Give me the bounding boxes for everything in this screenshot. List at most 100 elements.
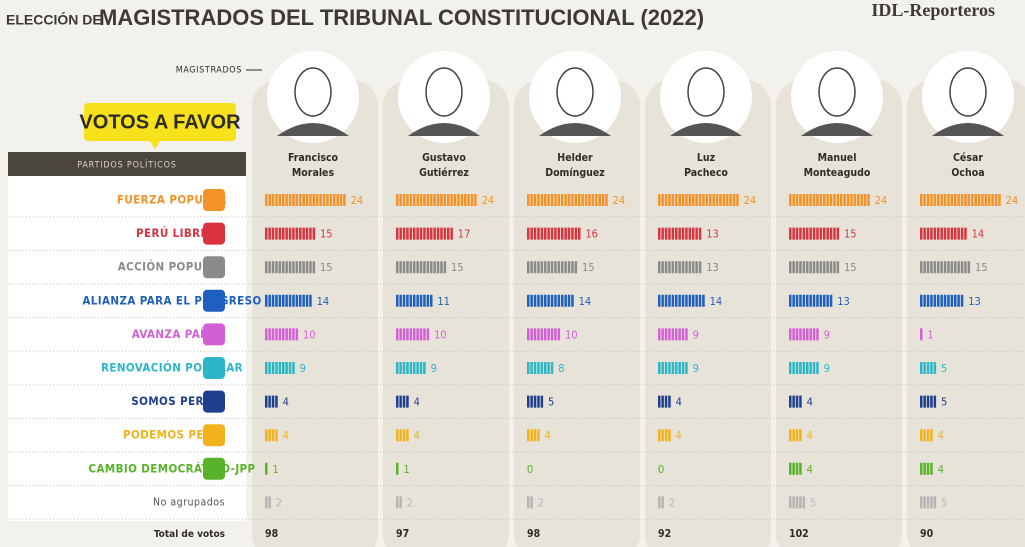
- vote-label: 14: [972, 228, 985, 241]
- portrait: [791, 51, 883, 143]
- vote-label: 9: [824, 328, 830, 341]
- vote-label: 2: [407, 496, 413, 509]
- magistrates-label: MAGISTRADOS: [176, 66, 242, 76]
- vote-label: 4: [938, 429, 944, 442]
- party-name: PODEMOS PERÚ: [123, 427, 221, 442]
- vote-label: 24: [875, 194, 888, 207]
- vote-label: 15: [975, 261, 988, 274]
- vote-label: 4: [414, 429, 420, 442]
- portrait-body: [670, 123, 742, 136]
- vote-label: 4: [283, 396, 289, 409]
- total-value: 90: [920, 528, 934, 540]
- magistrate-name: Gutiérrez: [419, 167, 469, 179]
- party-logo: [203, 424, 225, 447]
- magistrate-card: [776, 80, 902, 547]
- vote-label: 5: [810, 496, 816, 509]
- vote-label: 13: [706, 261, 719, 274]
- vote-label: 4: [414, 396, 420, 409]
- party-name: ACCIÓN POPULAR: [118, 259, 227, 274]
- portrait-face: [556, 67, 594, 117]
- portrait: [267, 51, 359, 143]
- vote-label: 10: [434, 328, 447, 341]
- party-logo: [203, 222, 225, 245]
- magistrate-name: Domínguez: [545, 167, 605, 179]
- party-name: SOMOS PERÚ: [131, 393, 212, 408]
- vote-label: 4: [676, 429, 682, 442]
- badge: VOTOS A FAVOR: [79, 111, 241, 133]
- title: MAGISTRADOS DEL TRIBUNAL CONSTITUCIONAL …: [99, 5, 704, 30]
- portrait-face: [949, 67, 987, 117]
- party-logo: [203, 357, 225, 379]
- badge-bg: [84, 103, 236, 141]
- portrait-face: [687, 67, 725, 117]
- total-value: 92: [658, 528, 671, 540]
- vote-label: 17: [458, 228, 471, 241]
- title-prefix: ELECCIÓN DE: [6, 11, 102, 28]
- vote-label: 8: [558, 362, 564, 375]
- portrait-face: [425, 67, 463, 117]
- magistrate-name: Ochoa: [951, 167, 984, 179]
- vote-label: 0: [658, 463, 664, 476]
- magistrate-name: Monteagudo: [804, 167, 871, 179]
- party-logo: [203, 390, 225, 413]
- magistrate-name: Manuel: [818, 152, 857, 164]
- magistrate-card: [252, 80, 378, 547]
- vote-label: 5: [941, 362, 947, 375]
- vote-label: 1: [403, 463, 409, 476]
- vote-label: 9: [693, 362, 699, 375]
- magistrate-name: Pacheco: [684, 167, 728, 179]
- magistrate-card: [514, 80, 640, 547]
- party-name: ALIANZA PARA EL PROGRESO: [82, 293, 261, 307]
- magistrate-name: César: [953, 152, 983, 164]
- party-name: CAMBIO DEMOCRÁTICO-JPP: [88, 460, 255, 475]
- magistrate-name: Luz: [697, 152, 716, 164]
- vote-label: 9: [824, 362, 830, 375]
- vote-label: 16: [585, 228, 598, 241]
- magistrate-name: Francisco: [288, 152, 339, 164]
- vote-label: 10: [303, 328, 316, 341]
- vote-label: 15: [320, 261, 333, 274]
- party-name: PERÚ LIBRE: [136, 225, 208, 240]
- portrait-body: [408, 123, 480, 136]
- vote-label: 14: [710, 295, 723, 308]
- vote-label: 4: [283, 429, 289, 442]
- magistrate-name: Helder: [557, 152, 593, 164]
- vote-label: 4: [676, 396, 682, 409]
- parties-header-bg: [8, 152, 246, 176]
- party-logo: [203, 256, 225, 279]
- vote-label: 2: [669, 496, 675, 509]
- portrait: [529, 51, 621, 143]
- vote-label: 9: [431, 362, 437, 375]
- vote-label: 9: [300, 362, 306, 375]
- vote-label: 14: [579, 295, 592, 308]
- vote-label: 1: [272, 463, 278, 476]
- portrait: [922, 51, 1014, 143]
- vote-label: 9: [693, 328, 699, 341]
- vote-label: 13: [968, 295, 981, 308]
- portrait-body: [932, 123, 1004, 136]
- vote-label: 1: [927, 328, 933, 341]
- vote-label: 2: [276, 496, 282, 509]
- vote-label: 24: [613, 194, 626, 207]
- vote-label: 15: [582, 261, 595, 274]
- magistrate-name: Gustavo: [422, 152, 466, 164]
- vote-label: 24: [482, 194, 495, 207]
- portrait-body: [277, 123, 349, 136]
- vote-label: 11: [437, 295, 450, 308]
- badge-tip: [150, 141, 160, 149]
- vote-label: 15: [844, 261, 857, 274]
- vote-label: 24: [351, 194, 364, 207]
- vote-label: 0: [527, 463, 533, 476]
- vote-label: 2: [538, 496, 544, 509]
- magistrate-card: [645, 80, 771, 547]
- vote-label: 14: [317, 295, 330, 308]
- vote-label: 13: [706, 228, 719, 241]
- vote-label: 5: [941, 496, 947, 509]
- party-name: FUERZA POPULAR: [117, 193, 227, 207]
- vote-label: 4: [938, 463, 944, 476]
- vote-label: 15: [451, 261, 464, 274]
- total-value: 98: [527, 528, 540, 540]
- portrait-body: [801, 123, 873, 136]
- vote-label: 5: [941, 396, 947, 409]
